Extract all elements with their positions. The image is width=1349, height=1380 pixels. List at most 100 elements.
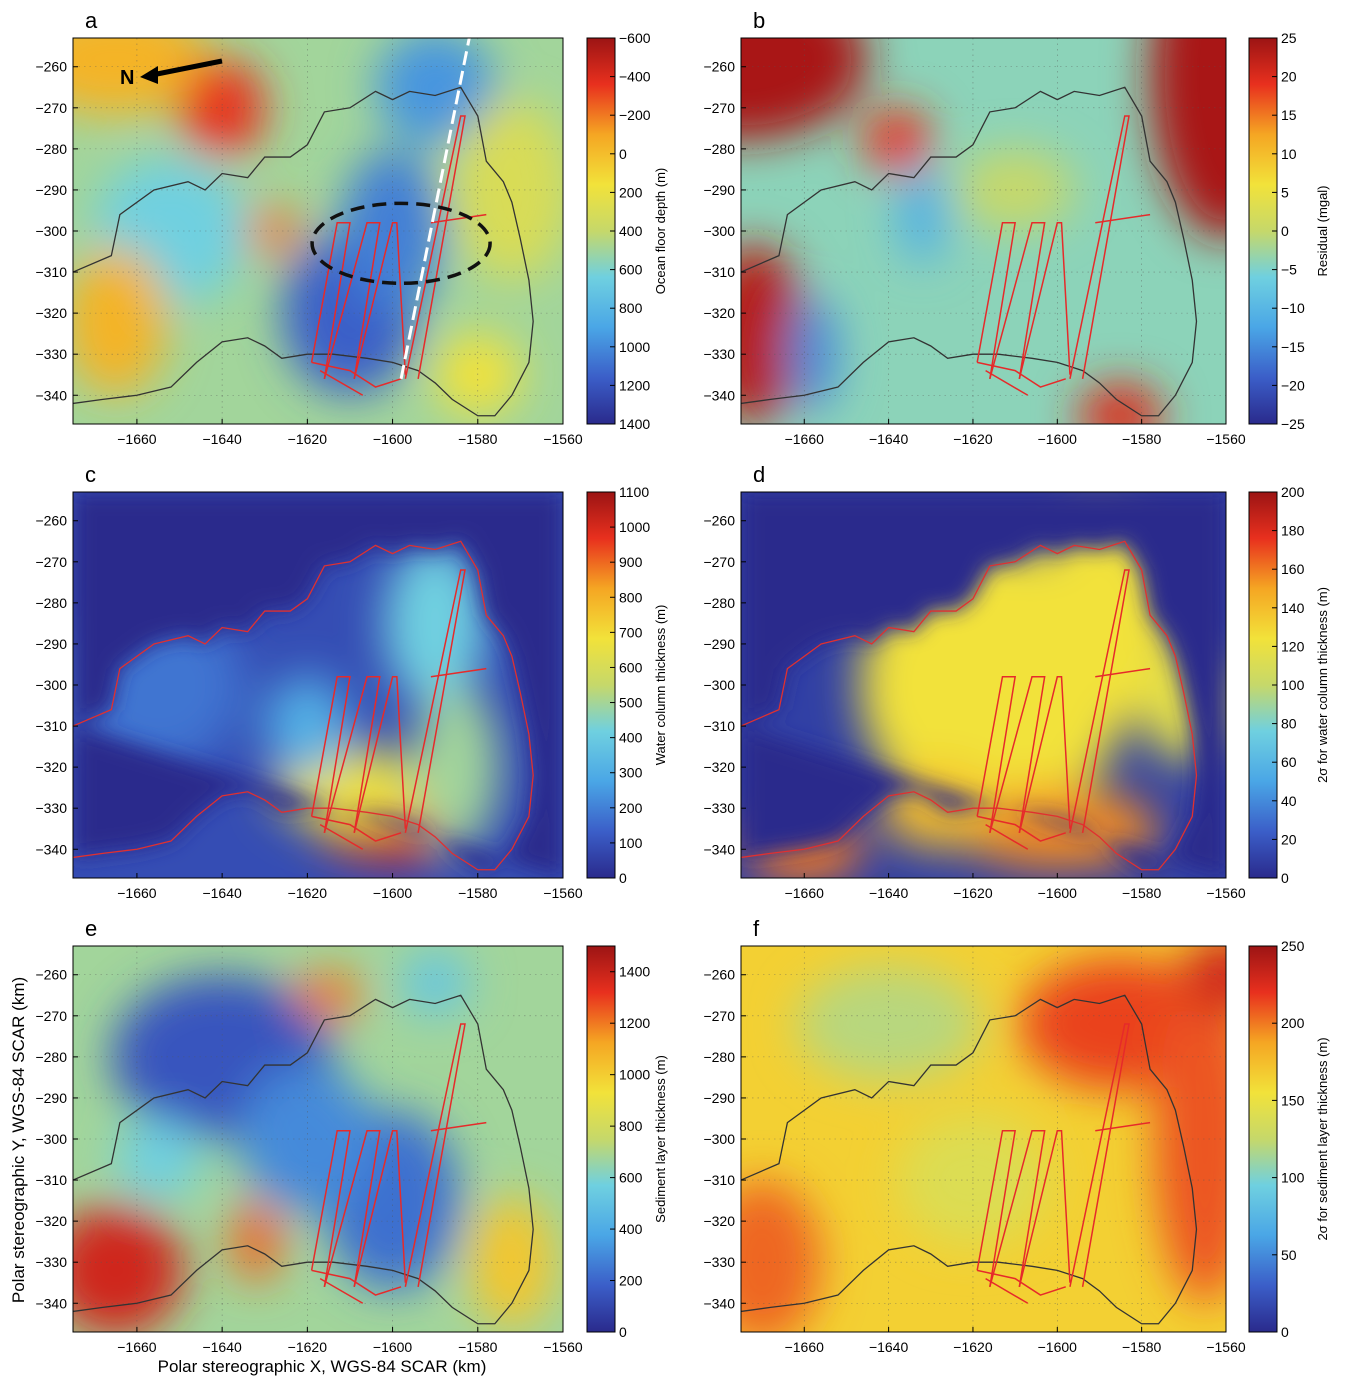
heat-blob bbox=[384, 541, 487, 706]
north-arrow-head bbox=[140, 66, 158, 84]
colorbar-tick-label: 200 bbox=[1281, 484, 1305, 500]
y-tick-label: −290 bbox=[35, 1090, 67, 1106]
colorbar-tick-label: 50 bbox=[1281, 1247, 1297, 1263]
heat-blob bbox=[401, 950, 470, 1016]
x-tick-label: −1560 bbox=[1206, 1339, 1246, 1355]
colorbar-tick-label: 600 bbox=[619, 659, 643, 675]
y-tick-label: −270 bbox=[703, 100, 735, 116]
y-tick-label: −280 bbox=[703, 1049, 735, 1065]
heat-blob bbox=[264, 676, 350, 776]
x-tick-label: −1620 bbox=[953, 431, 993, 447]
colorbar-tick-label: 0 bbox=[1281, 223, 1289, 239]
y-tick-label: −340 bbox=[35, 841, 67, 857]
x-tick-label: −1580 bbox=[1122, 431, 1162, 447]
colorbar-tick-label: 100 bbox=[619, 835, 643, 851]
heat-blob bbox=[956, 148, 1075, 231]
colorbar-tick-label: 10 bbox=[1281, 146, 1297, 162]
y-tick-label: −320 bbox=[35, 305, 67, 321]
y-tick-label: −280 bbox=[703, 595, 735, 611]
y-tick-label: −320 bbox=[35, 759, 67, 775]
y-tick-label: −330 bbox=[35, 800, 67, 816]
colorbar-tick-label: 800 bbox=[619, 1118, 643, 1134]
y-tick-label: −260 bbox=[703, 513, 735, 529]
flight-line bbox=[353, 222, 407, 380]
x-tick-label: −1560 bbox=[1206, 885, 1246, 901]
colorbar-tick-label: −10 bbox=[1281, 300, 1305, 316]
colorbar-tick-label: 300 bbox=[619, 765, 643, 781]
colorbar-tick-label: 40 bbox=[1281, 793, 1297, 809]
flight-line bbox=[1095, 667, 1151, 678]
y-tick-label: −310 bbox=[35, 718, 67, 734]
y-tick-label: −300 bbox=[703, 1131, 735, 1147]
y-tick-label: −280 bbox=[35, 595, 67, 611]
x-tick-label: −1640 bbox=[869, 885, 909, 901]
flight-line bbox=[311, 361, 402, 388]
north-label: N bbox=[120, 67, 134, 89]
heat-blob bbox=[956, 787, 1159, 870]
y-tick-label: −320 bbox=[35, 1213, 67, 1229]
y-tick-label: −340 bbox=[703, 1295, 735, 1311]
flight-line bbox=[985, 823, 1029, 850]
highlight-ellipse bbox=[310, 201, 492, 286]
y-tick-label: −260 bbox=[35, 59, 67, 75]
panel-e: e −1660 −1640 −1620 −1600 −1580 −1560 −260 −270 −… bbox=[35, 916, 668, 1355]
colorbar-tick-label: −600 bbox=[619, 30, 651, 46]
x-tick-label: −1660 bbox=[117, 1339, 157, 1355]
profile-dashed-line bbox=[399, 37, 471, 380]
colorbar-tick-label: 500 bbox=[619, 695, 643, 711]
x-tick-label: −1620 bbox=[288, 885, 328, 901]
heat-blob bbox=[1078, 382, 1163, 424]
heat-blob bbox=[741, 38, 868, 141]
colorbar-tick-label: 1200 bbox=[619, 1015, 650, 1031]
flight-line bbox=[319, 823, 364, 850]
x-tick-label: −1640 bbox=[202, 885, 242, 901]
heat-blob bbox=[230, 1200, 282, 1283]
panel-label: d bbox=[753, 462, 765, 487]
flight-line bbox=[311, 815, 402, 842]
flight-lines bbox=[310, 569, 487, 850]
panel-label: e bbox=[85, 916, 97, 941]
heat-blob bbox=[1154, 974, 1226, 1304]
flight-line bbox=[976, 676, 1017, 833]
colorbar-tick-label: −400 bbox=[619, 69, 651, 85]
x-tick-label: −1600 bbox=[373, 431, 413, 447]
colorbar-tick-label: 0 bbox=[1281, 1324, 1289, 1340]
flight-line bbox=[353, 676, 407, 834]
colorbar-tick-label: 80 bbox=[1281, 716, 1297, 732]
flight-line bbox=[989, 676, 1046, 834]
panel-label: a bbox=[85, 8, 98, 33]
flight-lines bbox=[310, 1023, 487, 1304]
colorbar-tick-label: 400 bbox=[619, 223, 643, 239]
flight-line bbox=[977, 361, 1066, 388]
panel-label: c bbox=[85, 462, 96, 487]
y-tick-label: −310 bbox=[703, 264, 735, 280]
colorbar-tick-label: 5 bbox=[1281, 184, 1289, 200]
y-tick-label: −280 bbox=[35, 141, 67, 157]
lake-outline bbox=[741, 540, 1198, 871]
colorbar-tick-label: 1400 bbox=[619, 416, 650, 432]
colorbar-tick-label: 160 bbox=[1281, 561, 1305, 577]
flight-line bbox=[1069, 1023, 1130, 1287]
x-tick-label: −1660 bbox=[785, 885, 825, 901]
colorbar-tick-label: 250 bbox=[1281, 938, 1305, 954]
y-tick-label: −340 bbox=[703, 387, 735, 403]
heat-blob bbox=[73, 1204, 184, 1332]
heatmap-field bbox=[741, 38, 1226, 424]
lake-outline bbox=[741, 86, 1198, 417]
x-tick-label: −1560 bbox=[543, 431, 583, 447]
flight-line bbox=[404, 1023, 466, 1287]
x-tick-label: −1580 bbox=[1122, 1339, 1162, 1355]
colorbar-tick-label: −200 bbox=[619, 107, 651, 123]
x-tick-label: −1580 bbox=[458, 885, 498, 901]
x-tick-label: −1620 bbox=[288, 431, 328, 447]
x-tick-label: −1600 bbox=[1038, 1339, 1078, 1355]
y-tick-label: −290 bbox=[35, 182, 67, 198]
y-tick-label: −270 bbox=[703, 554, 735, 570]
colorbar-label: 2σ for water column thickness (m) bbox=[1315, 587, 1330, 783]
colorbar-tick-label: 120 bbox=[1281, 638, 1305, 654]
y-tick-label: −330 bbox=[703, 1254, 735, 1270]
x-tick-label: −1560 bbox=[543, 1339, 583, 1355]
y-tick-label: −300 bbox=[35, 1131, 67, 1147]
heatmap-field bbox=[73, 38, 563, 424]
